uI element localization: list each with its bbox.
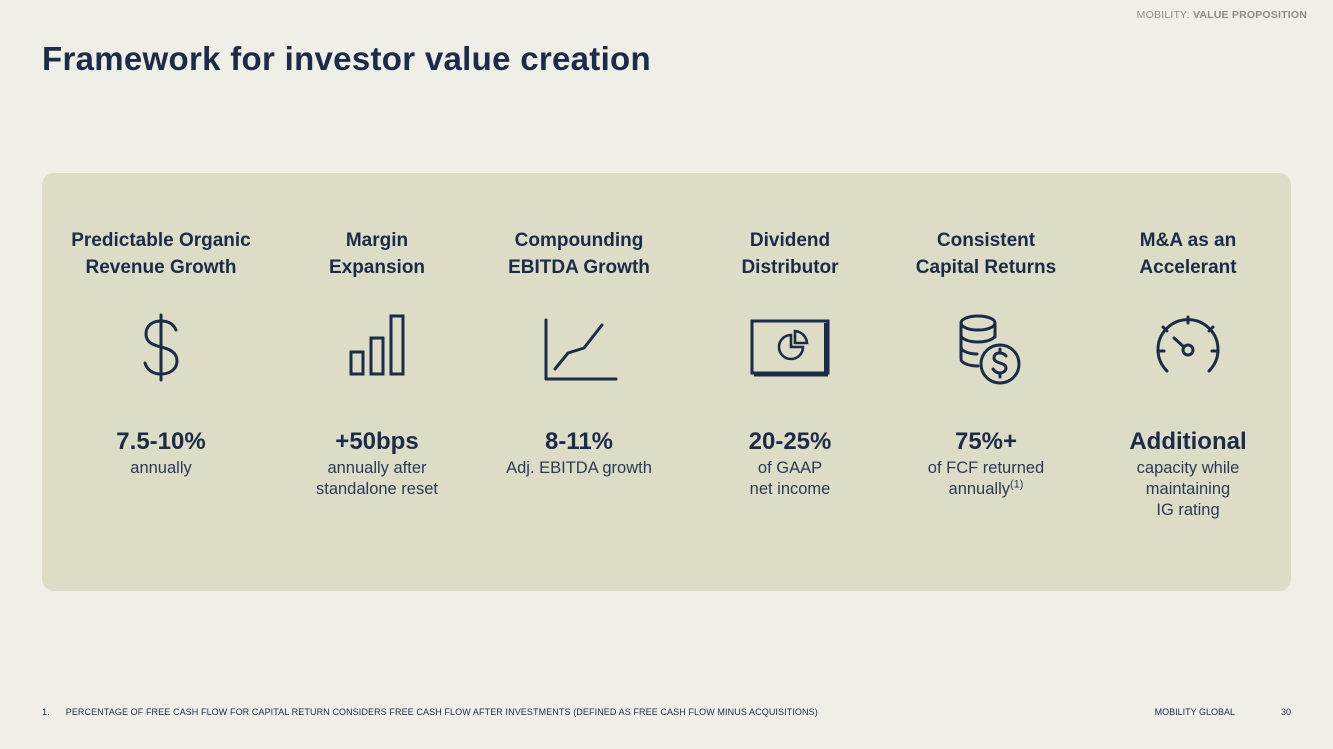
pillar-title-line1: Predictable Organic [71,230,251,251]
pillar-desc-line: annually after [327,459,427,477]
pillar-desc-line: standalone reset [315,480,438,498]
pillar-desc-line: of FCF returned [927,459,1045,477]
pillar-ma-accelerant: M&A as an Accelerant Additional capacity… [1073,173,1303,591]
value-framework-panel: Predictable Organic Revenue Growth 7.5-1… [42,173,1291,591]
pillar-desc-line: annually [130,459,192,477]
section-name: VALUE PROPOSITION [1192,9,1307,21]
section-label: MOBILITY: VALUE PROPOSITION [1137,9,1307,21]
pillar-title-line2: Accelerant [1139,257,1237,278]
pillar-title: Margin Expansion [262,227,492,281]
pillar-title-line1: M&A as an [1139,230,1237,251]
pillar-title: Compounding EBITDA Growth [464,227,694,281]
pillar-metric: 7.5-10% [116,428,206,455]
footnote: 1. PERCENTAGE OF FREE CASH FLOW FOR CAPIT… [42,707,818,717]
pillar-metric: 8-11% [544,428,614,455]
pillar-desc-line: of GAAP [757,459,823,477]
pillar-title: Predictable Organic Revenue Growth [46,227,276,281]
page-number: 30 [1280,707,1291,717]
pillar-desc-line: capacity while [1136,459,1240,477]
line-chart-icon [534,307,624,387]
pillar-margin-expansion: Margin Expansion +50bps annually after s… [262,173,492,591]
pillar-desc-line: maintaining [1145,480,1231,498]
footer-brand: MOBILITY GLOBAL [1154,707,1235,717]
bar-chart-icon [332,307,422,387]
pillar-description: of GAAP net income [675,458,905,500]
pillar-title-line2: EBITDA Growth [508,257,650,278]
pillar-title-line1: Compounding [514,230,644,251]
pillar-desc-line: annually(1) [871,479,1101,500]
pillar-description: annually [46,458,276,479]
pillar-description: annually after standalone reset [262,458,492,500]
pillar-title-line1: Consistent [936,230,1036,251]
speedometer-icon [1143,307,1233,387]
pillar-description: Adj. EBITDA growth [464,458,694,479]
pillar-organic-revenue-growth: Predictable Organic Revenue Growth 7.5-1… [46,173,276,591]
footnote-number: 1. [42,707,50,717]
section-prefix: MOBILITY: [1136,9,1190,21]
pillar-desc-line: Adj. EBITDA growth [506,459,652,477]
pillar-title-line2: Expansion [328,257,426,278]
pie-chart-screen-icon [745,307,835,387]
pillar-metric: Additional [1129,428,1247,455]
pillar-description: capacity while maintaining IG rating [1073,458,1303,521]
pillar-dividend-distributor: Dividend Distributor 20-25% of GAAP net … [675,173,905,591]
pillar-title: Dividend Distributor [675,227,905,281]
pillar-title-line2: Distributor [741,257,839,278]
footnote-text: PERCENTAGE OF FREE CASH FLOW FOR CAPITAL… [65,707,818,717]
pillar-title: M&A as an Accelerant [1073,227,1303,281]
pillar-desc-line: IG rating [1156,501,1220,519]
pillar-title-line2: Capital Returns [915,257,1057,278]
pillar-metric: +50bps [335,428,419,455]
pillar-title-line2: Revenue Growth [85,257,237,278]
page-title: Framework for investor value creation [42,40,651,77]
pillar-consistent-capital-returns: Consistent Capital Returns 75%+ of FCF r… [871,173,1101,591]
pillar-metric: 75%+ [954,428,1018,455]
pillar-title-line1: Dividend [749,230,831,251]
coins-stack-icon [941,307,1031,387]
pillar-description: of FCF returned annually(1) [871,458,1101,500]
pillar-desc-text: annually [948,480,1010,498]
pillar-title: Consistent Capital Returns [871,227,1101,281]
pillar-title-line1: Margin [345,230,409,251]
pillar-metric: 20-25% [748,428,832,455]
pillar-compounding-ebitda-growth: Compounding EBITDA Growth 8-11% Adj. EBI… [464,173,694,591]
footnote-reference: (1) [1010,478,1024,491]
pillar-desc-line: net income [749,480,831,498]
dollar-sign-icon [116,307,206,387]
